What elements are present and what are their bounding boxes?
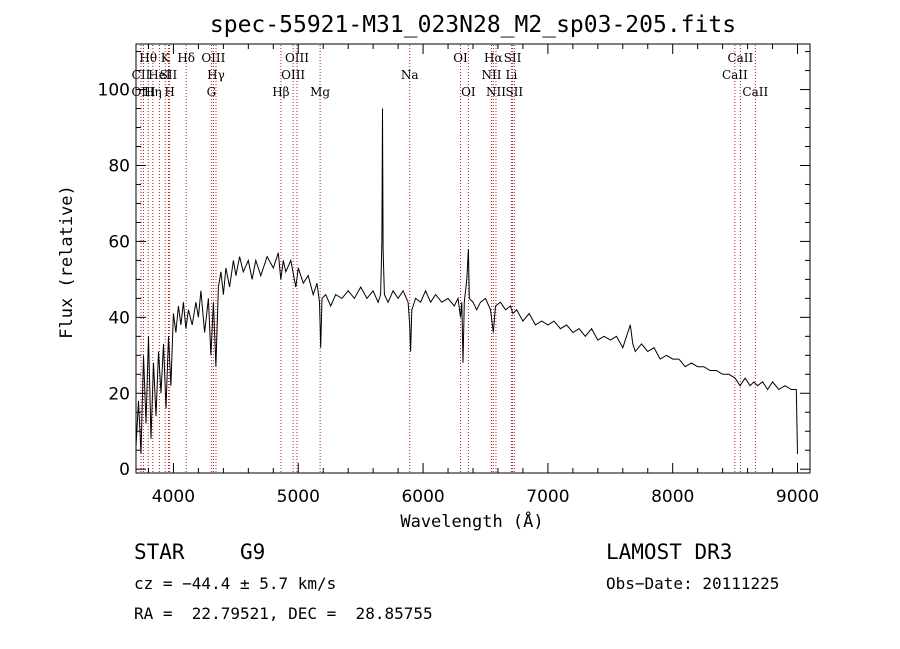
spectral-line-label: Hγ <box>207 68 225 82</box>
x-tick-label: 7000 <box>526 487 569 507</box>
spectral-line-label: Hα <box>484 51 503 65</box>
chart-title: spec-55921-M31_023N28_M2_sp03-205.fits <box>210 12 736 38</box>
y-axis-ticks: 0 20 40 60 80 100 <box>98 51 810 480</box>
x-tick-label: 5000 <box>277 487 320 507</box>
observation-date: Obs−Date: 20111225 <box>606 574 780 593</box>
y-tick-label: 60 <box>108 232 130 252</box>
y-tick-label: 80 <box>108 156 130 176</box>
spectral-line-label: NII <box>481 68 501 82</box>
spectral-line-label: OIII <box>201 51 225 65</box>
spectral-line-label: Hδ <box>177 51 195 65</box>
spectral-line-label: K <box>161 51 171 65</box>
y-tick-label: 40 <box>108 308 130 328</box>
object-class: STAR <box>134 540 185 564</box>
y-tick-label: 100 <box>98 81 130 101</box>
spectral-line-label: OIII <box>285 51 309 65</box>
spectral-line-label: Hβ <box>272 85 289 99</box>
x-tick-label: 6000 <box>401 487 444 507</box>
spectral-line-label: OI <box>461 85 476 99</box>
spectral-line-label: SII <box>505 85 523 99</box>
y-axis-label: Flux (relative) <box>57 185 77 339</box>
y-tick-label: 20 <box>108 384 130 404</box>
plot-frame <box>135 43 811 474</box>
spectral-line-label: Hη <box>144 85 162 99</box>
spectral-line-label: OIII <box>131 85 155 99</box>
spectral-line-markers <box>140 45 756 472</box>
spectral-line-label: G <box>207 85 217 99</box>
spectral-line-label: Hθ <box>139 51 157 65</box>
spectral-line-label: CaII <box>742 85 768 99</box>
x-tick-label: 8000 <box>651 487 694 507</box>
spectral-line-label: OI <box>453 51 468 65</box>
x-tick-label: 9000 <box>776 487 819 507</box>
coordinates: RA = 22.79521, DEC = 28.85755 <box>134 604 433 623</box>
spectral-line-label: CaII <box>727 51 753 65</box>
spectral-line-label: H <box>164 85 174 99</box>
spectral-line-label: HeI <box>148 68 171 82</box>
spectral-line-label: SII <box>160 68 178 82</box>
spectral-line-label: Na <box>401 68 419 82</box>
spectral-line-label: NII <box>486 85 506 99</box>
x-axis-ticks: 4000 5000 6000 7000 8000 9000 <box>147 44 819 507</box>
survey-name: LAMOST DR3 <box>606 540 733 564</box>
spectral-line-label: OIII <box>281 68 305 82</box>
y-tick-label: 0 <box>119 460 130 480</box>
x-axis-label: Wavelength (Å) <box>400 510 543 532</box>
spectral-line-label: SII <box>504 51 522 65</box>
spectral-line-label: Mg <box>310 85 330 99</box>
redshift-velocity: cz = −44.4 ± 5.7 km/s <box>134 574 337 593</box>
spectral-line-label: CaII <box>722 68 748 82</box>
x-tick-label: 4000 <box>152 487 195 507</box>
spectral-line-label: Li <box>506 68 518 82</box>
spectrum-line <box>135 108 798 455</box>
object-subclass: G9 <box>240 540 266 564</box>
